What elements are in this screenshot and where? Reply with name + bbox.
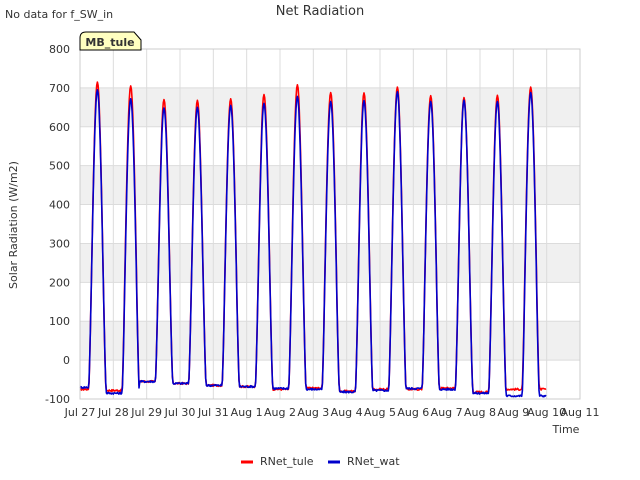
- x-tick-label: Aug 8: [464, 406, 496, 419]
- y-tick-label: 800: [49, 43, 70, 56]
- legend-label-RNet_tule: RNet_tule: [260, 455, 314, 468]
- x-tick-label: Aug 10: [527, 406, 566, 419]
- y-tick-label: 700: [49, 82, 70, 95]
- y-tick-labels: -100 0 100 200 300 400 500 600 700 800: [45, 43, 70, 406]
- no-data-note: No data for f_SW_in: [5, 8, 113, 21]
- y-tick-label: 500: [49, 160, 70, 173]
- legend: RNet_tule RNet_wat: [241, 455, 400, 468]
- x-tick-label: Aug 7: [431, 406, 463, 419]
- legend-label-RNet_wat: RNet_wat: [347, 455, 400, 468]
- x-tick-label: Jul 28: [97, 406, 129, 419]
- x-tick-label: Jul 31: [197, 406, 229, 419]
- y-tick-label: 400: [49, 199, 70, 212]
- x-tick-label: Aug 2: [264, 406, 296, 419]
- axes: [79, 48, 581, 400]
- series-lines: [79, 81, 547, 398]
- x-tick-label: Aug 9: [497, 406, 529, 419]
- x-tick-label: Aug 5: [364, 406, 396, 419]
- x-tick-label: Aug 11: [561, 406, 600, 419]
- y-axis-label: Solar Radiation (W/m2): [7, 161, 20, 289]
- x-tick-label: Jul 30: [164, 406, 196, 419]
- site-badge: MB_tule: [79, 31, 142, 51]
- x-tick-label: Jul 29: [130, 406, 162, 419]
- site-badge-box: [79, 31, 142, 51]
- x-axis-label: Time: [552, 423, 580, 436]
- x-tick-label: Jul 27: [64, 406, 96, 419]
- background-band: [80, 243, 580, 283]
- site-badge-label: MB_tule: [85, 36, 134, 49]
- y-tick-label: 600: [49, 121, 70, 134]
- background-band: [80, 321, 580, 361]
- x-tick-label: Aug 1: [231, 406, 263, 419]
- chart-title: Net Radiation: [276, 4, 364, 19]
- x-tick-label: Aug 6: [397, 406, 429, 419]
- y-tick-label: 300: [49, 237, 70, 250]
- plot-frame: [79, 48, 581, 400]
- y-tick-label: 100: [49, 315, 70, 328]
- x-tick-label: Aug 4: [331, 406, 363, 419]
- background-band: [80, 165, 580, 205]
- series-line-RNet_wat: [79, 89, 547, 398]
- y-tick-label: 0: [63, 354, 70, 367]
- y-tick-label: -100: [45, 393, 70, 406]
- y-tick-label: 200: [49, 276, 70, 289]
- x-tick-labels: Jul 27 Jul 28 Jul 29 Jul 30 Jul 31 Aug 1 Aug 2…: [64, 406, 600, 419]
- x-tick-label: Aug 3: [297, 406, 329, 419]
